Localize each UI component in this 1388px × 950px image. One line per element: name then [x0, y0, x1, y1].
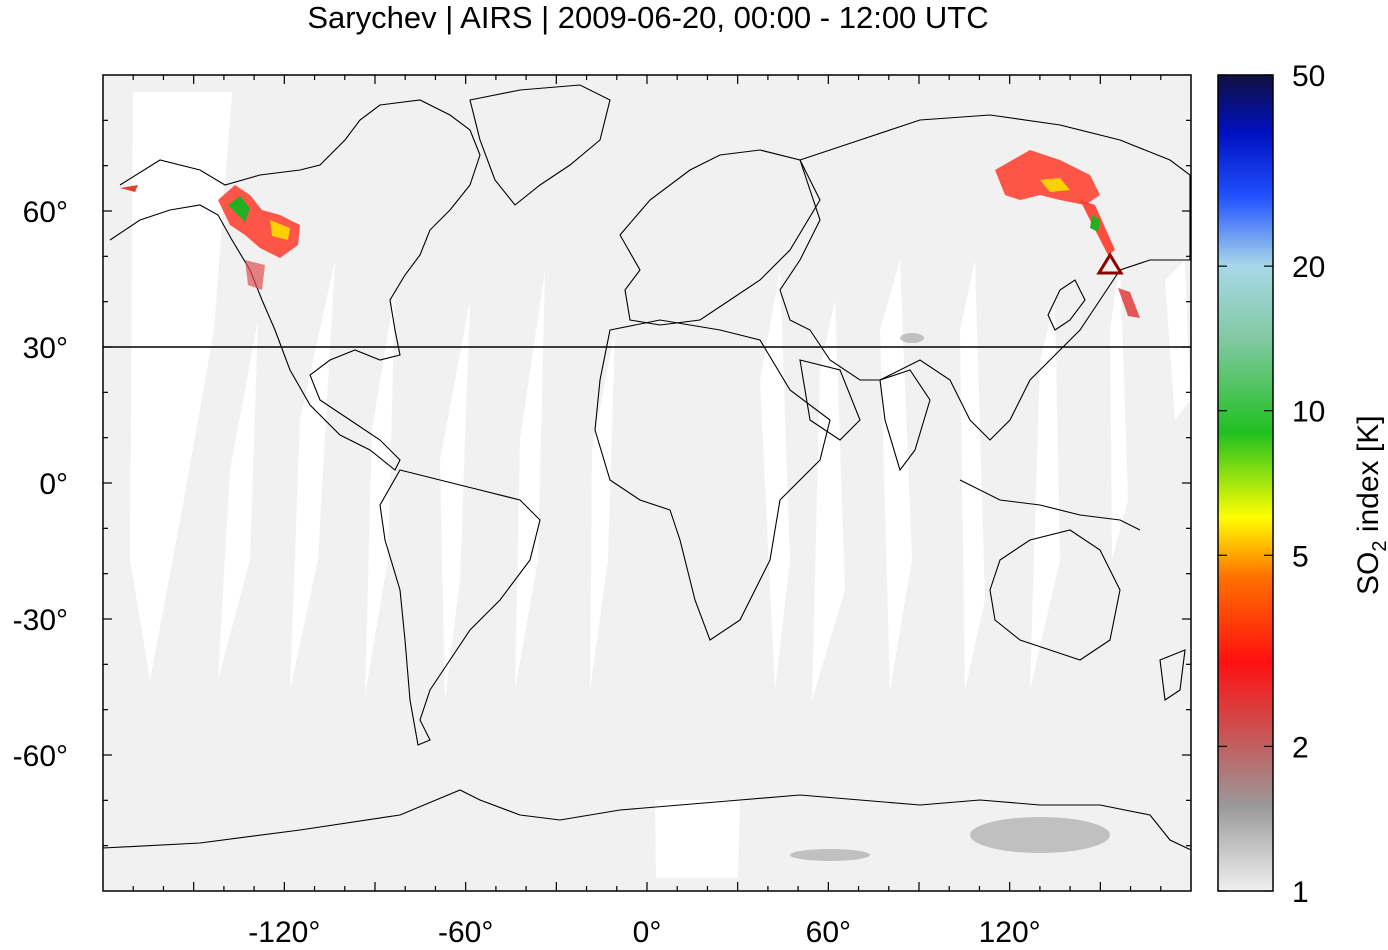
so2-plume-north-america: [120, 185, 300, 290]
x-tick-label: -60°: [438, 916, 493, 949]
colorbar-tick-label: 10: [1292, 396, 1325, 429]
so2-plume-asia: [995, 150, 1140, 318]
colorbar-tick-label: 1: [1292, 876, 1309, 909]
x-tick-label: 0°: [633, 916, 662, 949]
coastlines: [103, 84, 1191, 851]
colorbar-label-rest: index [K]: [1352, 415, 1385, 540]
x-tick-label: -120°: [248, 916, 320, 949]
colorbar-label-subscript: 2: [1369, 541, 1388, 552]
colorbar-label-main: SO: [1352, 552, 1385, 595]
y-tick-label: 0°: [39, 468, 68, 501]
so2-low-values: [790, 333, 1110, 861]
colorbar-tick-label: 2: [1292, 731, 1309, 764]
swath-gaps: [130, 92, 1190, 878]
colorbar-tick-label: 5: [1292, 540, 1309, 573]
x-tick-label: 60°: [806, 916, 851, 949]
colorbar-label: SO2 index [K]: [1352, 415, 1388, 595]
x-tick-label: 120°: [979, 916, 1041, 949]
axis-ticks: [103, 75, 1191, 891]
y-tick-label: -30°: [13, 604, 68, 637]
y-tick-label: -60°: [13, 740, 68, 773]
map-background: [103, 75, 1191, 891]
colorbar-ticks: 50 20 10 5 2 1: [1218, 60, 1325, 909]
colorbar-tick-label: 20: [1292, 251, 1325, 284]
map-title: Sarychev | AIRS | 2009-06-20, 00:00 - 12…: [307, 0, 989, 35]
volcano-marker: [1096, 252, 1124, 275]
colorbar-gradient: [1217, 74, 1274, 892]
plot-area: [102, 74, 1192, 892]
x-tick-labels: -120° -60° 0° 60° 120°: [248, 916, 1040, 949]
y-tick-labels: 60° 30° 0° -30° -60°: [13, 196, 68, 773]
y-tick-label: 30°: [23, 332, 68, 365]
y-tick-label: 60°: [23, 196, 68, 229]
colorbar-tick-label: 50: [1292, 60, 1325, 93]
